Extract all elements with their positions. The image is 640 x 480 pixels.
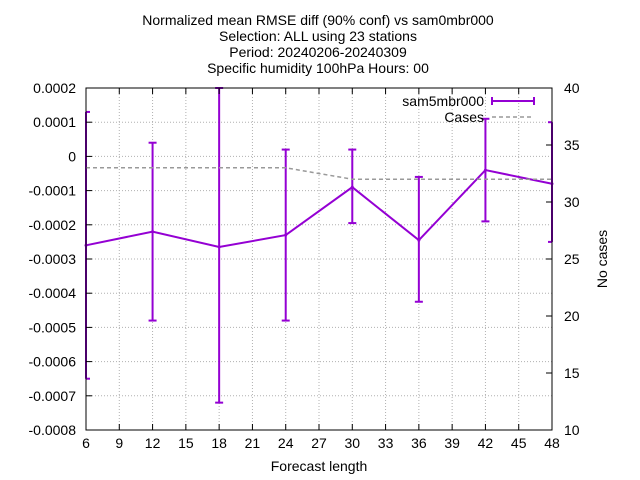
x-tick-label: 18 xyxy=(211,435,227,451)
chart-title: Normalized mean RMSE diff (90% conf) vs … xyxy=(142,12,494,76)
legend-label: Cases xyxy=(444,109,484,125)
data-point xyxy=(284,233,288,237)
x-tick-label: 21 xyxy=(245,435,261,451)
series-line xyxy=(86,167,552,180)
x-tick-label: 12 xyxy=(145,435,161,451)
x-tick-label: 48 xyxy=(544,435,560,451)
y-tick-label: -0.0007 xyxy=(29,388,77,404)
x-tick-label: 39 xyxy=(444,435,460,451)
data-point xyxy=(151,230,155,234)
series-cases xyxy=(86,167,552,180)
x-tick-label: 24 xyxy=(278,435,294,451)
y2-axis-label: No cases xyxy=(594,230,610,288)
y-tick-label: -0.0006 xyxy=(29,354,77,370)
x-tick-label: 27 xyxy=(311,435,327,451)
series-line xyxy=(85,168,553,249)
x-axis-label: Forecast length xyxy=(271,458,368,474)
y2-tick-label: 15 xyxy=(564,365,580,381)
x-tick-labels: 6 9 12 15 18 21 24 27 30 33 36 39 42 45 48 xyxy=(82,435,560,451)
y2-tick-label: 10 xyxy=(564,422,580,438)
y2-tick-label: 35 xyxy=(564,137,580,153)
y2-tick-label: 25 xyxy=(564,251,580,267)
grid xyxy=(86,88,552,430)
y-tick-label: 0.0001 xyxy=(33,114,76,130)
x-tick-label: 42 xyxy=(478,435,494,451)
y-tick-label: -0.0004 xyxy=(29,285,77,301)
y-tick-label: -0.0001 xyxy=(29,183,77,199)
y-tick-label: -0.0005 xyxy=(29,319,77,335)
data-point xyxy=(217,245,221,249)
x-tick-label: 45 xyxy=(511,435,527,451)
y-tick-label: 0 xyxy=(68,148,76,164)
x-tick-label: 9 xyxy=(115,435,123,451)
y-tick-label: -0.0002 xyxy=(29,217,77,233)
legend-label: sam5mbr000 xyxy=(402,93,484,109)
data-point xyxy=(417,238,421,242)
x-tick-label: 6 xyxy=(82,435,90,451)
data-point xyxy=(483,168,487,172)
x-tick-label: 15 xyxy=(178,435,194,451)
x-tick-label: 33 xyxy=(378,435,394,451)
y2-tick-labels: 40 35 30 25 20 15 10 xyxy=(564,80,580,438)
title-line: Normalized mean RMSE diff (90% conf) vs … xyxy=(142,12,494,28)
title-line: Selection: ALL using 23 stations xyxy=(219,28,417,44)
data-point xyxy=(350,185,354,189)
x-tick-label: 36 xyxy=(411,435,427,451)
y-tick-labels: 0.0002 0.0001 0 -0.0001 -0.0002 -0.0003 -0.000… xyxy=(29,80,77,438)
y2-tick-label: 20 xyxy=(564,308,580,324)
y-tick-label: -0.0003 xyxy=(29,251,77,267)
y2-tick-label: 40 xyxy=(564,80,580,96)
title-line: Period: 20240206-20240309 xyxy=(229,44,407,60)
y2-tick-label: 30 xyxy=(564,194,580,210)
y-tick-label: -0.0008 xyxy=(29,422,77,438)
title-line: Specific humidity 100hPa Hours: 00 xyxy=(207,60,429,76)
y-tick-label: 0.0002 xyxy=(33,80,76,96)
ticks xyxy=(85,87,553,431)
x-tick-label: 30 xyxy=(344,435,360,451)
